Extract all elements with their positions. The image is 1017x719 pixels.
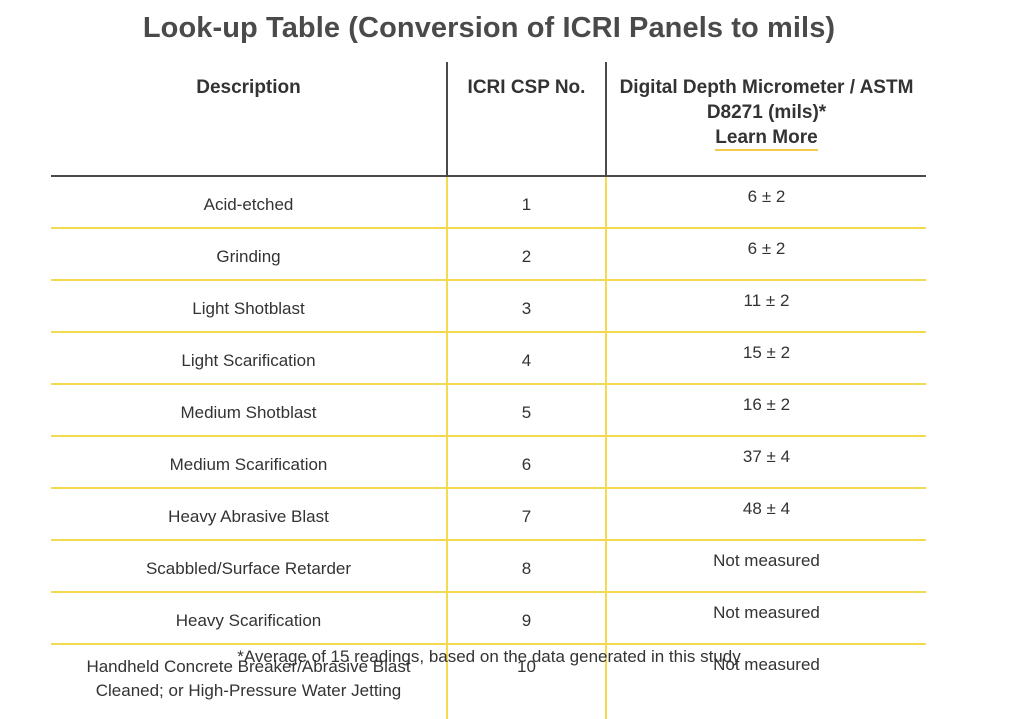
row-depth: Not measured: [606, 592, 926, 645]
row-depth: 11 ± 2: [606, 280, 926, 333]
row-description: Acid-etched: [51, 176, 448, 229]
table-row: Acid-etched 1 6 ± 2: [51, 176, 926, 229]
table-row: Light Scarification 4 15 ± 2: [51, 332, 926, 385]
row-depth: 6 ± 2: [606, 176, 926, 229]
row-depth: 6 ± 2: [606, 228, 926, 281]
row-depth: 15 ± 2: [606, 332, 926, 385]
header-depth: Digital Depth Micrometer / ASTM D8271 (m…: [606, 62, 926, 177]
table-row: Scabbled/Surface Retarder 8 Not measured: [51, 540, 926, 593]
row-csp-number: 1: [447, 176, 607, 229]
row-csp-number: 3: [447, 280, 607, 333]
table-row: Medium Shotblast 5 16 ± 2: [51, 384, 926, 437]
footnote: *Average of 15 readings, based on the da…: [237, 647, 741, 666]
row-depth: 37 ± 4: [606, 436, 926, 489]
row-csp-number: 6: [447, 436, 607, 489]
table-header-row: Description ICRI CSP No. Digital Depth M…: [51, 62, 926, 177]
row-depth: Not measured: [713, 655, 820, 674]
header-description: Description: [51, 62, 448, 177]
row-depth: 16 ± 2: [606, 384, 926, 437]
row-csp-number: 9: [447, 592, 607, 645]
table-row: Heavy Abrasive Blast 7 48 ± 4: [51, 488, 926, 541]
row-description: Medium Shotblast: [51, 384, 448, 437]
learn-more-link[interactable]: Learn More: [715, 127, 818, 151]
row-description: Heavy Scarification: [51, 592, 448, 645]
lookup-table: Description ICRI CSP No. Digital Depth M…: [51, 62, 926, 719]
row-csp-number: 5: [447, 384, 607, 437]
row-depth: 48 ± 4: [606, 488, 926, 541]
row-depth: Not measured: [606, 540, 926, 593]
row-csp-number: 8: [447, 540, 607, 593]
row-csp-number: 2: [447, 228, 607, 281]
table-row: Heavy Scarification 9 Not measured: [51, 592, 926, 645]
header-depth-label: Digital Depth Micrometer / ASTM D8271 (m…: [619, 77, 914, 123]
row-description: Light Shotblast: [51, 280, 448, 333]
table-row: Medium Scarification 6 37 ± 4: [51, 436, 926, 489]
page-title: Look-up Table (Conversion of ICRI Panels…: [142, 12, 836, 44]
row-description: Light Scarification: [51, 332, 448, 385]
row-description: Heavy Abrasive Blast: [51, 488, 448, 541]
table-row: Light Shotblast 3 11 ± 2: [51, 280, 926, 333]
row-description: Medium Scarification: [51, 436, 448, 489]
row-description: Scabbled/Surface Retarder: [51, 540, 448, 593]
table-row: Grinding 2 6 ± 2: [51, 228, 926, 281]
row-csp-number: 7: [447, 488, 607, 541]
header-csp-number: ICRI CSP No.: [447, 62, 607, 177]
row-description: Grinding: [51, 228, 448, 281]
row-csp-number: 4: [447, 332, 607, 385]
